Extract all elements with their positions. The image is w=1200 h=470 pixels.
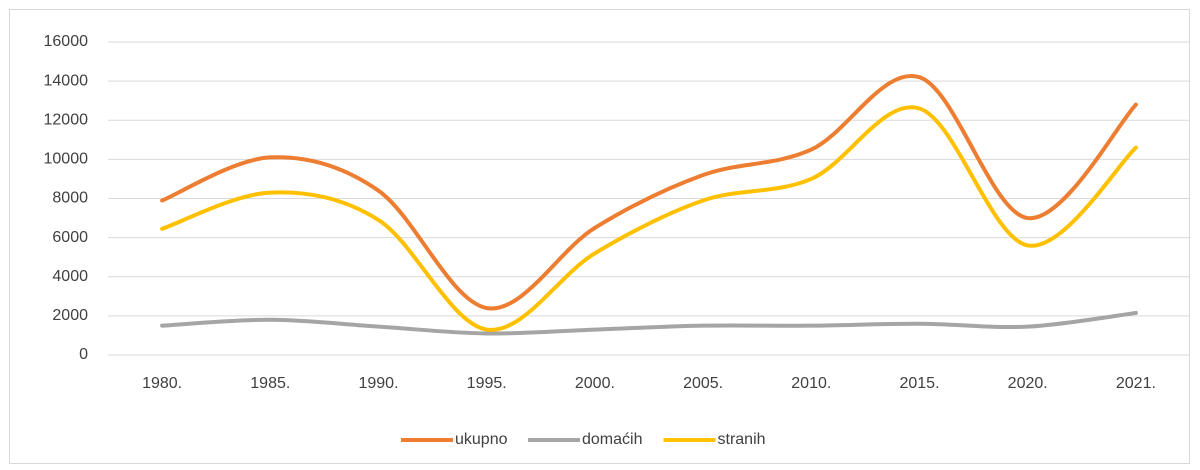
y-tick-label: 6000 [52,229,88,246]
y-tick-label: 12000 [44,111,89,128]
y-tick-label: 8000 [52,190,88,207]
legend-label: domaćih [582,431,642,448]
y-tick-label: 10000 [44,151,89,168]
x-tick-label: 2005. [683,375,723,392]
x-tick-label: 2010. [791,375,831,392]
y-tick-label: 0 [79,346,88,363]
x-tick-label: 2000. [575,375,615,392]
x-tick-label: 2020. [1008,375,1048,392]
legend-label: stranih [718,431,766,448]
chart-border [9,9,1190,464]
x-tick-label: 1985. [250,375,290,392]
series-line [160,73,1138,311]
x-tick-label: 2015. [899,375,939,392]
series-line [160,105,1138,332]
x-tick-label: 1990. [358,375,398,392]
y-tick-label: 4000 [52,268,88,285]
x-tick-label: 1980. [142,375,182,392]
y-tick-label: 2000 [52,307,88,324]
y-tick-label: 14000 [44,72,89,89]
series-line [160,310,1138,336]
x-tick-label: 2021. [1116,375,1156,392]
y-tick-label: 16000 [44,33,89,50]
x-tick-label: 1995. [467,375,507,392]
legend-label: ukupno [455,431,508,448]
